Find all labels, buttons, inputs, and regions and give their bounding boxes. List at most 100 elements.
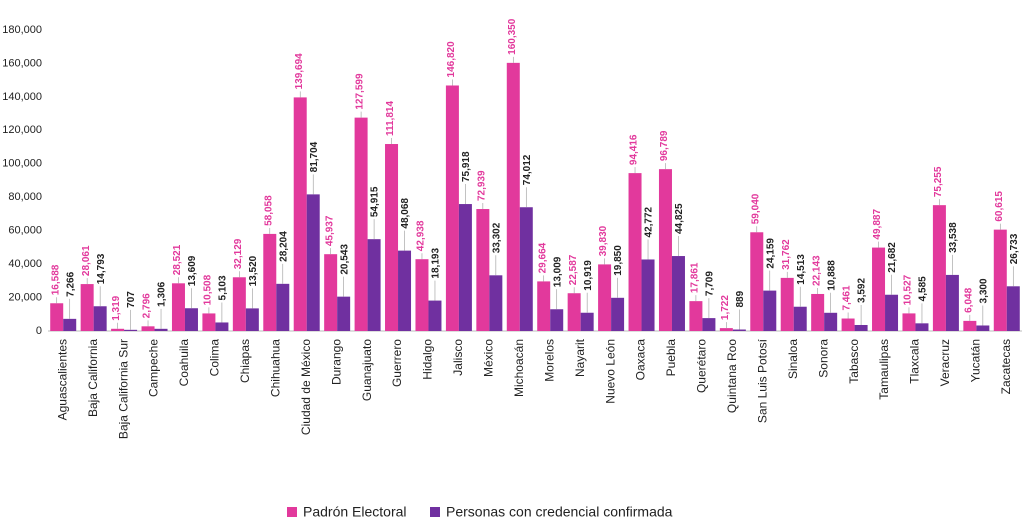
bar (367, 239, 381, 331)
value-label: 28,521 (172, 244, 183, 275)
value-label: 72,939 (476, 170, 487, 201)
bar (111, 328, 125, 331)
x-tick-label: Tabasco (847, 339, 861, 384)
bar (171, 283, 185, 331)
bar (915, 323, 929, 331)
value-label: 58,058 (263, 195, 274, 226)
value-label: 75,918 (461, 151, 472, 182)
x-tick-label: México (482, 339, 496, 377)
y-tick-label: 40,000 (8, 258, 42, 270)
value-label: 17,861 (690, 262, 701, 293)
bar (141, 326, 155, 331)
value-label: 32,129 (233, 238, 244, 269)
bar (445, 85, 459, 331)
x-tick-label: Chiapas (238, 339, 252, 383)
y-tick-label: 160,000 (2, 57, 42, 69)
bar (689, 301, 703, 331)
x-tick-label: Nuevo León (603, 339, 617, 404)
x-tick-label: Yucatán (969, 339, 983, 382)
value-label: 81,704 (309, 141, 320, 172)
value-label: 146,820 (446, 41, 457, 78)
value-label: 1,306 (157, 281, 168, 306)
value-label: 10,508 (203, 274, 214, 305)
x-tick-label: Tamaulipas (877, 339, 891, 400)
x-tick-label: Querétaro (695, 339, 709, 393)
x-tick-label: Baja California Sur (116, 339, 130, 439)
x-tick-label: Campeche (147, 339, 161, 397)
value-label: 48,068 (400, 198, 411, 229)
x-tick-label: Guanajuato (360, 339, 374, 401)
bar (793, 306, 807, 331)
value-label: 19,850 (613, 245, 624, 276)
bar (976, 325, 990, 331)
value-label: 39,830 (598, 225, 609, 256)
value-label: 10,527 (903, 274, 914, 305)
bar (385, 144, 399, 331)
bar (872, 247, 886, 331)
value-label: 7,709 (705, 271, 716, 296)
bar (824, 312, 838, 331)
value-label: 3,592 (857, 278, 868, 303)
bar (354, 117, 368, 331)
value-label: 20,543 (339, 244, 350, 275)
value-label: 16,588 (50, 264, 61, 295)
value-label: 22,143 (811, 255, 822, 286)
value-label: 24,159 (765, 238, 776, 269)
bar (628, 173, 642, 331)
bar (306, 194, 320, 331)
y-tick-label: 120,000 (2, 124, 42, 136)
value-label: 28,204 (278, 231, 289, 262)
bar (780, 277, 794, 331)
bar (993, 229, 1007, 331)
y-tick-label: 180,000 (2, 24, 42, 36)
bar (245, 308, 259, 331)
bar (763, 290, 777, 331)
bar (750, 232, 764, 331)
value-label: 6,048 (963, 287, 974, 312)
value-label: 75,255 (933, 166, 944, 197)
x-tick-label: Michoacán (512, 339, 526, 397)
value-label: 127,599 (355, 73, 366, 110)
legend-label: Personas con credencial confirmada (446, 504, 673, 520)
value-label: 31,762 (781, 239, 792, 270)
bar (398, 250, 412, 331)
value-label: 74,012 (522, 154, 533, 185)
value-label: 7,461 (842, 285, 853, 310)
value-label: 4,585 (918, 276, 929, 301)
bar (598, 264, 612, 331)
bar (841, 318, 855, 331)
bar (80, 284, 94, 331)
x-tick-label: Ciudad de México (299, 339, 313, 435)
bar (215, 322, 229, 331)
value-label: 44,825 (674, 203, 685, 234)
y-tick-label: 140,000 (2, 91, 42, 103)
bar (337, 296, 351, 331)
value-label: 33,302 (491, 222, 502, 253)
x-tick-label: Morelos (542, 339, 556, 382)
value-label: 889 (735, 290, 746, 307)
bar (641, 259, 655, 331)
bar (811, 293, 825, 331)
x-tick-label: Oaxaca (634, 339, 648, 381)
x-tick-label: Nayarit (573, 338, 587, 377)
value-label: 1,319 (111, 295, 122, 320)
value-label: 28,061 (81, 245, 92, 276)
x-tick-label: Coahuila (177, 339, 191, 387)
bar (963, 320, 977, 331)
legend-swatch (287, 507, 297, 517)
x-tick-label: Chihuahua (268, 339, 282, 397)
x-tick-label: Tlaxcala (908, 339, 922, 384)
bar (537, 281, 551, 331)
bar (519, 207, 533, 331)
legend-swatch (430, 507, 440, 517)
value-label: 2,796 (142, 293, 153, 318)
bar (50, 303, 64, 331)
value-label: 33,538 (948, 222, 959, 253)
bar (506, 62, 520, 332)
value-label: 96,789 (659, 130, 670, 161)
x-tick-label: Sinaloa (786, 339, 800, 379)
bar (567, 293, 581, 331)
value-label: 13,520 (248, 255, 259, 286)
bar (580, 312, 594, 331)
x-tick-label: Jalisco (451, 339, 465, 376)
